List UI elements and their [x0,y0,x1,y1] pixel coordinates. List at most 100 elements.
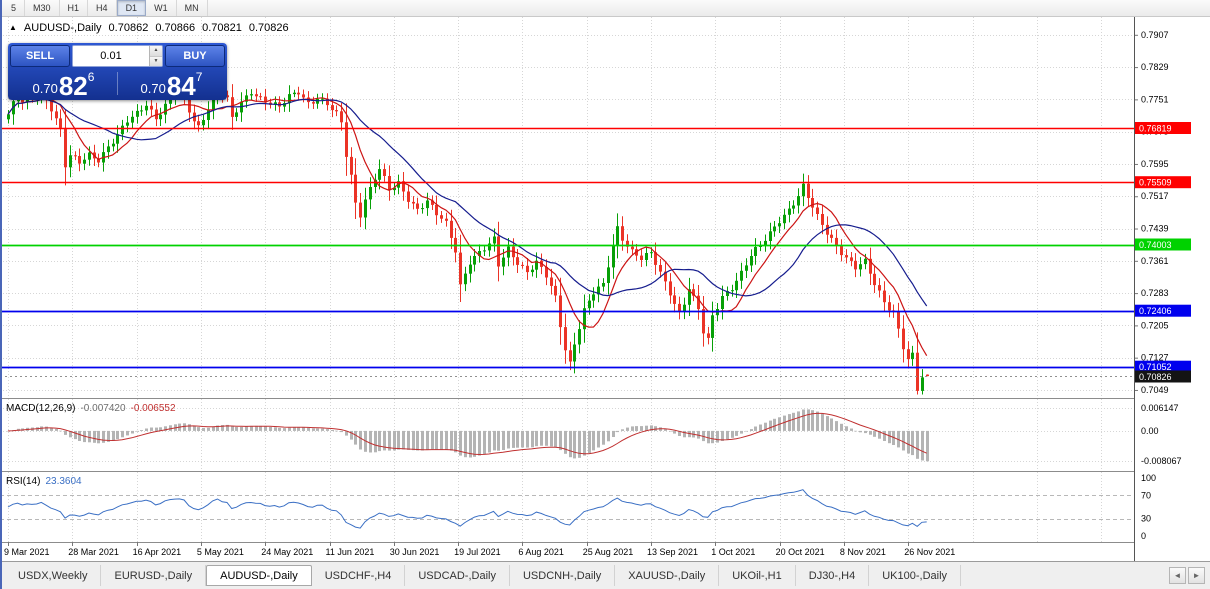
price-tick-label: 0.7517 [1141,191,1169,201]
price-scale[interactable]: 0.79070.78290.77510.76730.75950.75170.74… [1134,17,1210,561]
volume-increase-button[interactable]: ▲ [150,46,162,57]
chart-tabs: USDX,Weekly EURUSD-,Daily AUDUSD-,Daily USD… [5,565,1165,586]
buy-price[interactable]: 0.70 84 7 [118,69,225,101]
time-axis-label: 1 Oct 2021 [711,547,755,557]
rsi-axis-label: 100 [1141,473,1156,483]
chart-tab-ukoil-h1[interactable]: UKOil-,H1 [719,565,796,586]
time-axis-label: 16 Apr 2021 [133,547,182,557]
chart-tab-xauusd-daily[interactable]: XAUUSD-,Daily [615,565,720,586]
rsi-axis-label: 30 [1141,514,1151,524]
time-axis-label: 26 Nov 2021 [904,547,955,557]
price-divider [117,72,118,95]
price-tick-label: 0.7283 [1141,288,1169,298]
timeframe-button-m30[interactable]: M30 [25,0,60,16]
ohlc-low: 0.70821 [202,22,242,34]
one-click-trading-panel: SELL ▲ ▼ BUY 0.70 82 6 0.70 84 7 [8,43,227,100]
timeframe-button-w1[interactable]: W1 [146,0,177,16]
ma-20-line [7,98,928,307]
time-axis-label: 8 Nov 2021 [840,547,886,557]
candles [7,79,929,395]
price-tick-label: 0.7439 [1141,224,1169,234]
timeframe-button-5[interactable]: 5 [3,0,26,16]
chart-tab-audusd-daily[interactable]: AUDUSD-,Daily [206,565,312,586]
time-axis-label: 5 May 2021 [197,547,244,557]
ohlc-open: 0.70862 [108,22,149,34]
price-tick-label: 0.7205 [1141,320,1169,330]
time-axis-label: 6 Aug 2021 [518,547,564,557]
one-click-collapse-icon[interactable]: ▲ [9,23,17,32]
time-axis-label: 28 Mar 2021 [68,547,119,557]
time-axis[interactable]: 9 Mar 2021 28 Mar 2021 16 Apr 2021 5 May 20… [4,542,955,557]
svg-text:0.75509: 0.75509 [1139,178,1172,188]
svg-text:0.70826: 0.70826 [1139,372,1172,382]
ma-8-line [7,97,928,357]
tab-scroll-right-icon[interactable]: ► [1188,567,1205,584]
price-tick-label: 0.7907 [1141,30,1169,40]
time-axis-label: 9 Mar 2021 [4,547,50,557]
time-axis-label: 20 Oct 2021 [776,547,825,557]
macd-axis-label: 0.006147 [1141,403,1179,413]
sell-price-big: 82 [58,70,88,101]
price-line-label-0.74003: 0.74003 [1135,238,1191,251]
price-tick-label: 0.7829 [1141,62,1169,72]
svg-text:0.76819: 0.76819 [1139,124,1172,134]
buy-price-big: 84 [166,70,196,101]
chart-tab-dj30-h4[interactable]: DJ30-,H4 [796,565,870,586]
ohlc-high: 0.70866 [155,22,196,34]
rsi-line [7,489,927,529]
chart-tab-usdcnh-daily[interactable]: USDCNH-,Daily [510,565,616,586]
price-line-label-0.75509: 0.75509 [1135,176,1191,189]
volume-input-group: ▲ ▼ [72,45,163,67]
timeframe-button-d1[interactable]: D1 [116,0,147,16]
rsi-label: RSI(14) 23.3604 [6,476,82,487]
sell-price-prefix: 0.70 [32,81,58,96]
rsi-axis-label: 0 [1141,531,1146,541]
timeframe-toolbar: 5 M30 H1 H4 D1 W1 MN [0,0,1210,17]
svg-text:0.71052: 0.71052 [1139,362,1172,372]
timeframe-button-h4[interactable]: H4 [88,0,117,16]
rsi-levels [0,495,1134,520]
chart-tab-uk100-daily[interactable]: UK100-,Daily [869,565,962,586]
volume-decrease-button[interactable]: ▼ [150,56,162,66]
buy-price-prefix: 0.70 [140,81,166,96]
price-tick-label: 0.7595 [1141,159,1169,169]
moving-averages [7,97,928,357]
macd-axis-label: 0.00 [1141,426,1159,436]
chart-window[interactable]: ▲ AUDUSD-,Daily 0.70862 0.70866 0.70821 … [0,17,1210,561]
time-axis-label: 13 Sep 2021 [647,547,698,557]
svg-text:0.74003: 0.74003 [1139,240,1172,250]
macd-label: MACD(12,26,9) -0.007420 -0.006552 [6,403,176,414]
sell-price[interactable]: 0.70 82 6 [10,69,117,101]
chart-tab-bar: USDX,Weekly EURUSD-,Daily AUDUSD-,Daily USD… [0,561,1210,589]
timeframe-button-h1[interactable]: H1 [60,0,89,16]
volume-input[interactable] [73,46,149,66]
chart-tab-usdchf-h4[interactable]: USDCHF-,H4 [312,565,406,586]
volume-spinner: ▲ ▼ [149,46,162,66]
pane-separators [0,398,1210,543]
timeframe-button-mn[interactable]: MN [177,0,208,16]
ohlc-close: 0.70826 [248,22,289,34]
price-tick-label: 0.7127 [1141,353,1169,363]
buy-button[interactable]: BUY [165,45,225,67]
rsi-axis-label: 70 [1141,490,1151,500]
svg-text:0.72406: 0.72406 [1139,306,1172,316]
chart-tab-eurusd-daily[interactable]: EURUSD-,Daily [101,565,207,586]
sell-price-pip: 6 [87,70,95,84]
chart-tab-usdcad-daily[interactable]: USDCAD-,Daily [405,565,510,586]
time-axis-label: 19 Jul 2021 [454,547,501,557]
price-tick-label: 0.7361 [1141,256,1169,266]
macd-signal-line [7,412,927,456]
buy-price-pip: 7 [195,70,203,84]
chart-symbol-period: AUDUSD-,Daily [23,22,102,34]
window-border [0,0,2,589]
time-axis-label: 25 Aug 2021 [583,547,634,557]
price-line-label-0.72406: 0.72406 [1135,304,1191,317]
tab-scroll-left-icon[interactable]: ◄ [1169,567,1186,584]
chart-title: ▲ AUDUSD-,Daily 0.70862 0.70866 0.70821 … [9,22,289,34]
macd-axis-label: -0.008067 [1141,456,1182,466]
sell-button[interactable]: SELL [10,45,70,67]
macd-histogram [7,409,929,462]
horizontal-lines [0,127,1134,369]
time-axis-label: 30 Jun 2021 [390,547,440,557]
chart-tab-usdx-weekly[interactable]: USDX,Weekly [5,565,102,586]
